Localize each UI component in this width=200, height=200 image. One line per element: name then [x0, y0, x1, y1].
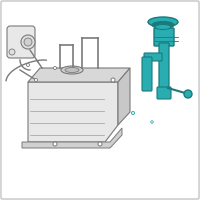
Polygon shape [28, 82, 118, 142]
Ellipse shape [24, 38, 32, 46]
Polygon shape [118, 68, 130, 125]
Ellipse shape [61, 66, 83, 74]
Ellipse shape [184, 90, 192, 98]
Ellipse shape [26, 64, 30, 66]
FancyBboxPatch shape [159, 43, 169, 91]
Ellipse shape [54, 66, 57, 70]
Ellipse shape [148, 17, 178, 27]
Ellipse shape [65, 68, 79, 72]
FancyBboxPatch shape [154, 28, 174, 46]
Ellipse shape [151, 121, 153, 123]
Ellipse shape [152, 21, 174, 28]
Ellipse shape [98, 142, 102, 146]
Ellipse shape [9, 49, 15, 55]
Ellipse shape [132, 112, 134, 114]
FancyBboxPatch shape [142, 57, 152, 91]
FancyBboxPatch shape [7, 26, 35, 58]
Polygon shape [28, 68, 130, 82]
Ellipse shape [53, 142, 57, 146]
Polygon shape [22, 128, 122, 148]
Ellipse shape [155, 24, 171, 29]
FancyBboxPatch shape [144, 53, 162, 61]
Ellipse shape [21, 35, 35, 49]
Ellipse shape [111, 78, 115, 82]
Ellipse shape [35, 78, 38, 82]
FancyBboxPatch shape [157, 87, 171, 99]
